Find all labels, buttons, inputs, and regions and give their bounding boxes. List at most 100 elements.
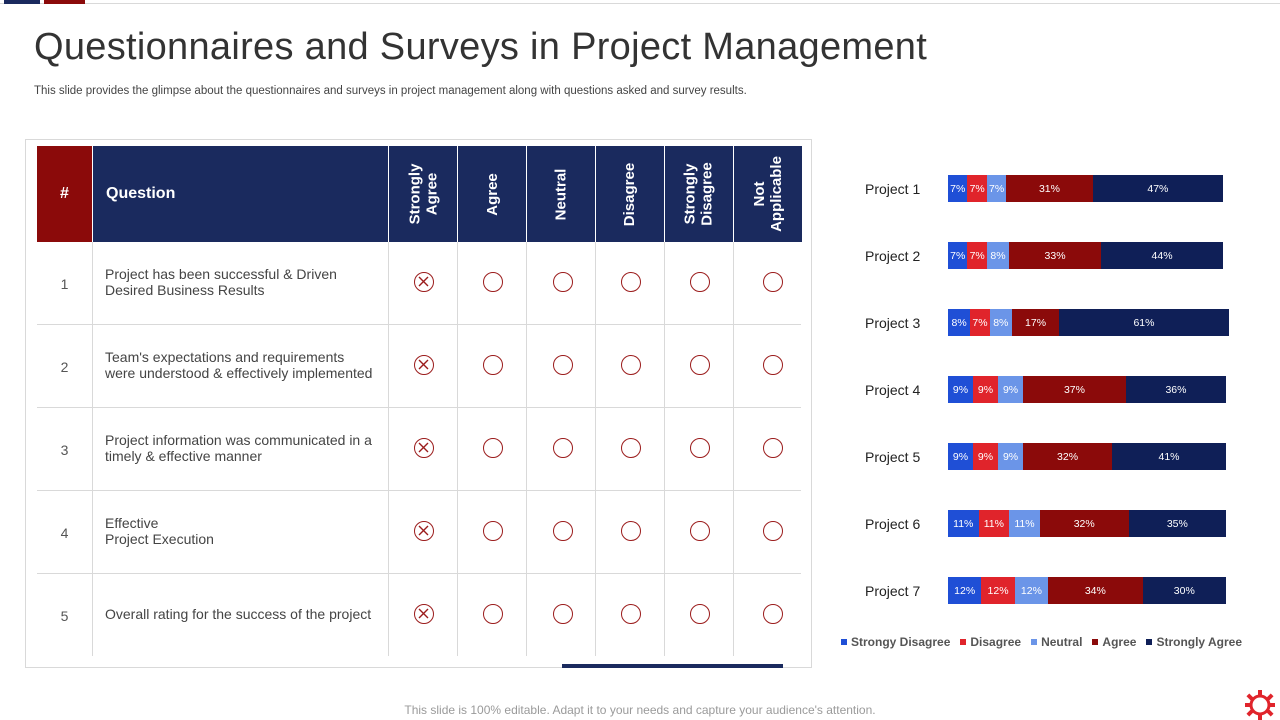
bar-data-label: 8% [990,249,1006,262]
bar-segment-disagree: 7% [967,242,987,269]
column-header-strongly-agree: Strongly Agree [388,146,457,242]
page-subtitle: This slide provides the glimpse about th… [34,85,747,97]
radio-not-applicable[interactable] [763,520,783,541]
project-label: Project 6 [865,516,921,532]
bar-segment-strongy-disagree: 7% [948,175,968,202]
bar-segment-neutral: 12% [1014,577,1049,604]
row-number: 4 [60,524,69,541]
bar-data-label: 44% [1151,249,1173,262]
column-header-label: Disagree [621,162,639,226]
project-label: Project 4 [865,382,921,398]
bar-segment-strongly-agree: 35% [1128,510,1226,537]
bar-data-label: 12% [954,584,976,597]
bar-data-label: 9% [977,450,994,463]
column-header-label: Agree [483,172,501,216]
column-header-label: Not Applicable [751,156,786,232]
bar-segment-disagree: 7% [970,309,990,336]
bar-data-label: 34% [1084,584,1106,597]
radio-disagree[interactable] [621,271,641,292]
radio-agree[interactable] [483,603,503,624]
bar-data-label: 7% [969,249,985,262]
bar-data-label: 33% [1044,249,1066,262]
radio-selected-strongly-agree[interactable] [414,603,434,624]
bar-data-label: 17% [1025,316,1047,329]
row-number: 5 [60,607,69,624]
radio-strongly-disagree[interactable] [690,437,710,458]
bar-segment-agree: 32% [1039,510,1129,537]
bar-segment-neutral: 9% [998,376,1024,403]
bar-data-label: 11% [953,517,974,530]
radio-neutral[interactable] [553,603,573,624]
radio-not-applicable[interactable] [763,437,783,458]
radio-not-applicable[interactable] [763,603,783,624]
column-divider [526,242,527,656]
radio-selected-strongly-agree[interactable] [414,520,434,541]
bar-data-label: 31% [1038,182,1060,195]
bar-segment-strongy-disagree: 12% [948,577,982,604]
radio-selected-strongly-agree[interactable] [414,271,434,292]
bar-segment-disagree: 11% [978,510,1010,537]
column-header-number: # [37,146,92,242]
bar-data-label: 47% [1147,182,1169,195]
bar-segment-agree: 32% [1023,443,1112,470]
bar-segment-strongy-disagree: 8% [948,309,971,336]
radio-neutral[interactable] [553,437,573,458]
radio-disagree[interactable] [621,520,641,541]
bar-data-label: 35% [1166,517,1188,530]
radio-agree[interactable] [483,520,503,541]
legend-swatch [1031,639,1038,645]
column-divider [92,242,93,656]
bar-data-label: 11% [1014,517,1035,530]
radio-agree[interactable] [483,437,503,458]
radio-neutral[interactable] [553,520,573,541]
radio-selected-strongly-agree[interactable] [414,437,434,458]
bar-segment-agree: 31% [1006,175,1093,202]
row-question: Project has been successful & Driven Des… [105,265,337,298]
legend-label: Agree [1102,635,1137,649]
row-divider [37,324,801,325]
bar-segment-strongy-disagree: 11% [948,510,979,537]
radio-disagree[interactable] [621,354,641,375]
radio-strongly-disagree[interactable] [690,354,710,375]
radio-strongly-disagree[interactable] [690,520,710,541]
radio-agree[interactable] [483,354,503,375]
bar-segment-neutral: 8% [989,309,1012,336]
column-divider [595,242,596,656]
radio-strongly-disagree[interactable] [690,603,710,624]
bar-segment-agree: 34% [1048,577,1143,604]
legend-item: Neutral [1031,635,1082,649]
bar-data-label: 37% [1063,383,1085,396]
top-rule [0,3,1280,4]
table-bottom-accent [562,664,783,668]
bar-data-label: 8% [993,316,1009,329]
footer-note: This slide is 100% editable. Adapt it to… [404,703,876,717]
legend-label: Neutral [1041,635,1083,649]
column-divider [733,242,734,656]
legend-swatch [1092,639,1099,645]
bar-segment-agree: 17% [1011,309,1060,336]
radio-not-applicable[interactable] [763,354,783,375]
radio-disagree[interactable] [621,603,641,624]
project-label: Project 2 [865,248,921,264]
radio-neutral[interactable] [553,354,573,375]
radio-neutral[interactable] [553,271,573,292]
bar-segment-strongly-agree: 36% [1125,376,1226,403]
radio-strongly-disagree[interactable] [690,271,710,292]
column-header-question: Question [92,146,388,242]
bar-data-label: 61% [1133,316,1155,329]
bar-data-label: 9% [952,383,969,396]
radio-disagree[interactable] [621,437,641,458]
bar-segment-strongly-agree: 47% [1092,175,1224,202]
radio-selected-strongly-agree[interactable] [414,354,434,375]
column-divider [457,242,458,656]
top-accent-blue [4,0,40,4]
bar-data-label: 32% [1057,450,1079,463]
bar-segment-neutral: 8% [986,242,1010,269]
column-header-neutral: Neutral [526,146,595,242]
column-header-agree: Agree [457,146,526,242]
bar-data-label: 36% [1165,383,1187,396]
radio-not-applicable[interactable] [763,271,783,292]
row-divider [37,573,801,574]
bar-data-label: 7% [972,316,988,329]
radio-agree[interactable] [483,271,503,292]
